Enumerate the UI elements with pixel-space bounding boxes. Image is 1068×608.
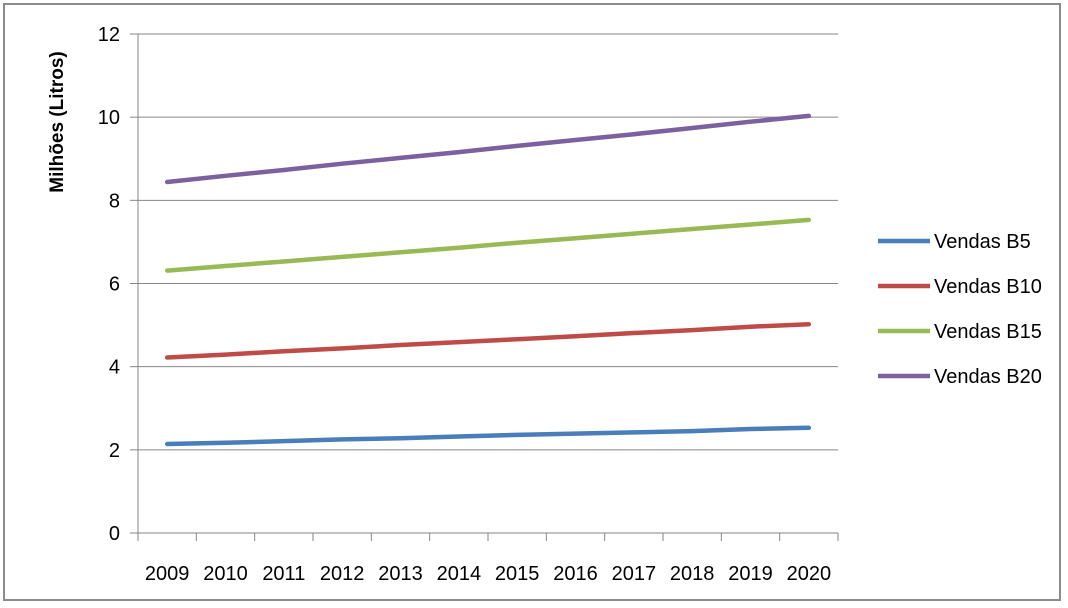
x-tick-label: 2018: [670, 563, 715, 585]
tick-labels: 0 2 4 6 8 10 12 2009 2010 2011 2012 2013 2014 2015 201…: [98, 24, 831, 585]
x-tick-label: 2019: [728, 563, 773, 585]
y-tick-label: 10: [98, 107, 120, 129]
x-tick-label: 2011: [262, 563, 305, 585]
y-tick-label: 0: [109, 523, 120, 545]
x-tick-label: 2010: [203, 563, 248, 585]
y-axis-title: Milhões (Litros): [47, 51, 68, 192]
x-tick-label: 2014: [437, 563, 482, 585]
legend: Vendas B5 Vendas B10 Vendas B15 Vendas B20: [878, 231, 1042, 388]
series-lines: [164, 113, 812, 447]
y-tick-label: 2: [109, 440, 120, 462]
chart-frame: [3, 3, 1061, 601]
x-tick-label: 2017: [612, 563, 657, 585]
x-tick-label: 2020: [787, 563, 832, 585]
y-tick-label: 12: [98, 24, 120, 46]
y-tick-label: 6: [109, 274, 120, 296]
series-line-vendas-b20: [164, 113, 812, 185]
x-tick-label: 2013: [378, 563, 423, 585]
legend-label: Vendas B20: [934, 366, 1042, 388]
y-tick-label: 4: [109, 357, 120, 379]
x-tick-label: 2016: [553, 563, 598, 585]
x-tick-label: 2012: [320, 563, 365, 585]
x-tick-label: 2015: [495, 563, 540, 585]
legend-label: Vendas B10: [934, 276, 1042, 298]
grid-lines: [138, 33, 838, 451]
legend-label: Vendas B5: [934, 231, 1031, 253]
legend-label: Vendas B15: [934, 321, 1042, 343]
axes: [130, 33, 839, 541]
x-tick-label: 2009: [145, 563, 190, 585]
series-line-vendas-b5: [164, 425, 812, 447]
series-line-vendas-b10: [164, 322, 812, 360]
series-line-vendas-b15: [164, 217, 812, 273]
y-tick-label: 8: [109, 190, 120, 212]
